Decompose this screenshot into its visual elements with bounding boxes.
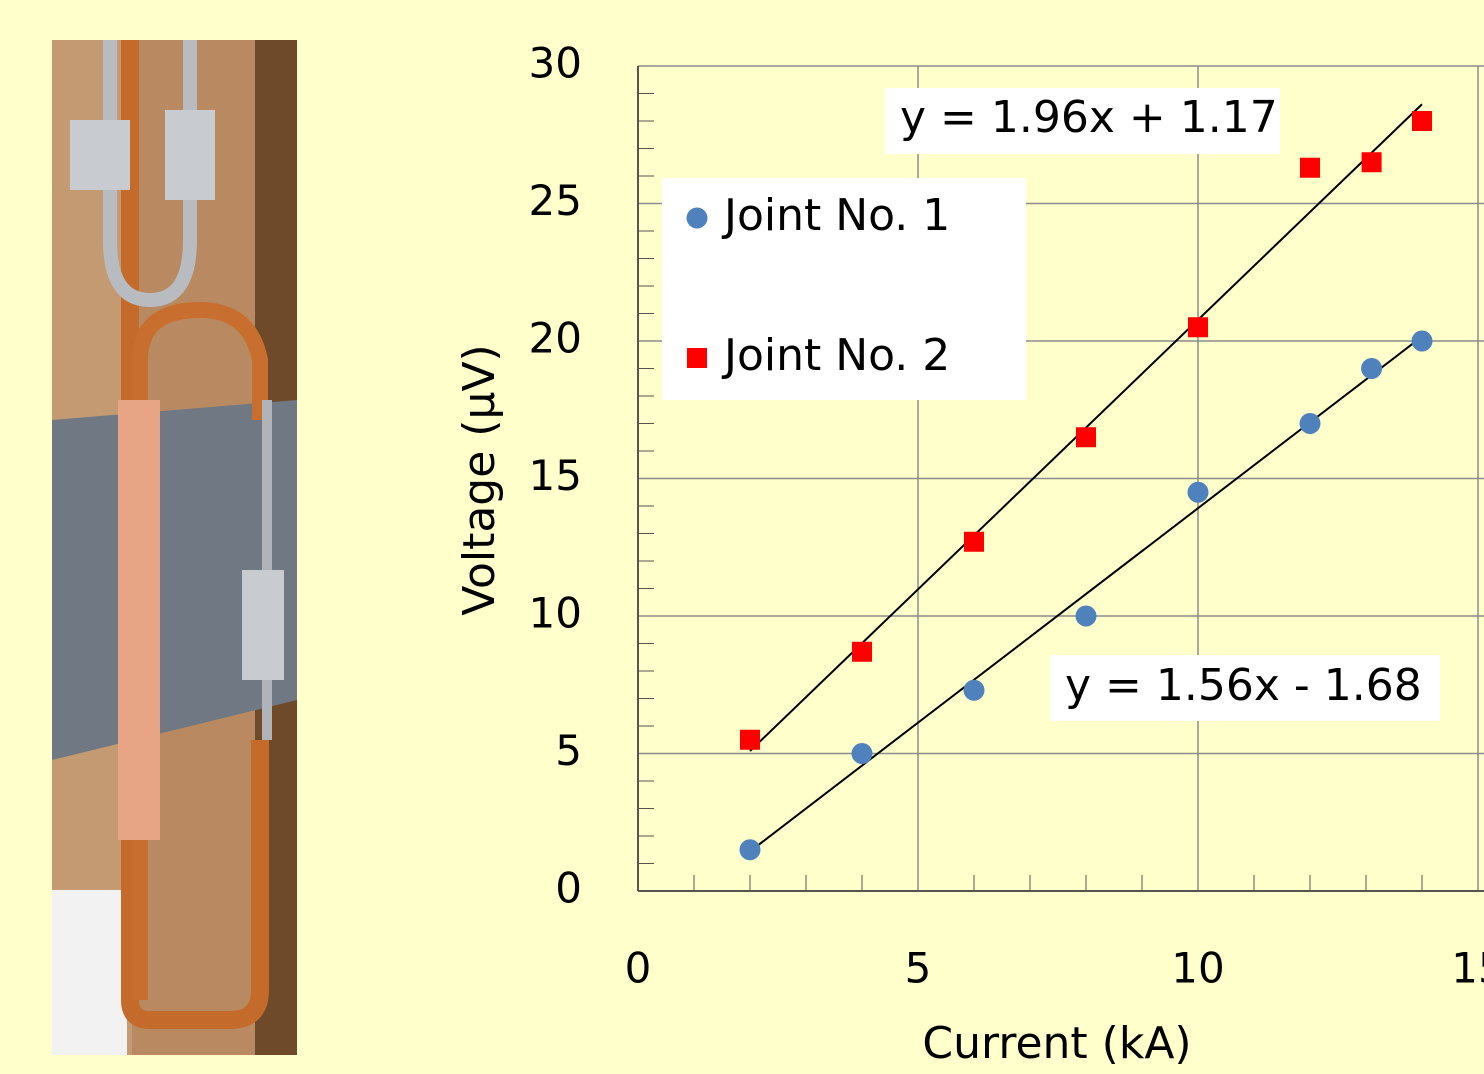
legend-marker — [687, 208, 708, 229]
data-point — [1300, 413, 1321, 434]
legend: Joint No. 1 Joint No. 2 — [662, 178, 1026, 400]
x-tick-label: 15 — [1451, 944, 1484, 993]
data-point — [1412, 331, 1433, 352]
x-tick-label: 5 — [905, 944, 932, 993]
data-point — [1076, 606, 1097, 627]
legend-label: Joint No. 2 — [721, 330, 950, 381]
x-tick-label: 10 — [1171, 944, 1224, 993]
photo-fitting — [70, 120, 130, 190]
photo-label — [52, 890, 127, 1055]
trendline — [750, 337, 1422, 852]
y-tick-label: 20 — [529, 314, 582, 363]
x-axis-label: Current (kA) — [922, 1018, 1191, 1069]
data-point — [1362, 152, 1382, 172]
legend-marker — [687, 348, 707, 368]
page: {"chart_data": {"type": "scatter", "x_la… — [0, 0, 1484, 1074]
trendline-label: y = 1.96x + 1.17 — [900, 92, 1278, 143]
data-point — [740, 839, 761, 860]
y-tick-label: 10 — [529, 589, 582, 638]
data-point — [964, 532, 984, 552]
x-tick-label: 0 — [625, 944, 652, 993]
y-tick-label: 30 — [529, 39, 582, 88]
data-point — [1076, 427, 1096, 447]
photo — [52, 40, 297, 1055]
data-point — [964, 680, 985, 701]
trendline-label: y = 1.56x - 1.68 — [1065, 660, 1422, 711]
figure: 0 5 10 15 20 25 30 0 5 10 15 Voltage (μV) Current (k… — [0, 0, 1484, 1074]
photo-sleeve — [118, 400, 160, 840]
data-point — [1188, 482, 1209, 503]
data-point — [852, 743, 873, 764]
y-tick-label: 5 — [555, 726, 582, 775]
y-tick-label: 25 — [529, 176, 582, 225]
data-point — [1412, 111, 1432, 131]
data-point — [852, 642, 872, 662]
data-point — [1300, 158, 1320, 178]
data-point — [740, 730, 760, 750]
y-tick-label: 0 — [555, 864, 582, 913]
data-point — [1188, 317, 1208, 337]
photo-fitting — [242, 570, 284, 680]
photo-fitting — [165, 110, 215, 200]
data-point — [1361, 358, 1382, 379]
y-tick-label: 15 — [529, 451, 582, 500]
legend-label: Joint No. 1 — [721, 190, 950, 241]
y-axis-label: Voltage (μV) — [454, 344, 505, 615]
